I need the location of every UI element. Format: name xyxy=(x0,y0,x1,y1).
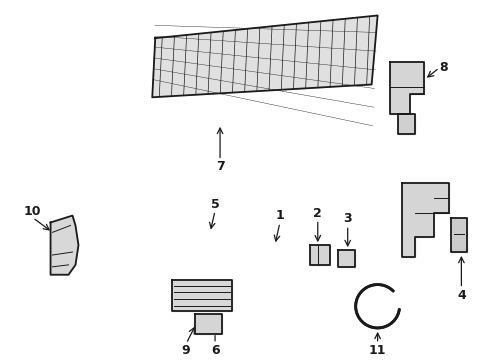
Polygon shape xyxy=(195,314,222,334)
Text: 1: 1 xyxy=(275,210,284,222)
Text: 4: 4 xyxy=(457,288,466,302)
Polygon shape xyxy=(390,62,424,114)
Polygon shape xyxy=(172,280,232,311)
Polygon shape xyxy=(310,245,330,265)
Text: 7: 7 xyxy=(216,160,224,174)
Text: 2: 2 xyxy=(314,207,322,220)
Polygon shape xyxy=(401,183,449,257)
Text: 3: 3 xyxy=(343,212,352,225)
Polygon shape xyxy=(451,217,467,252)
Text: 10: 10 xyxy=(24,204,41,217)
Polygon shape xyxy=(338,250,355,267)
Polygon shape xyxy=(50,216,78,275)
Text: 5: 5 xyxy=(211,198,220,211)
Polygon shape xyxy=(152,15,378,97)
Text: 6: 6 xyxy=(211,344,220,357)
Text: 8: 8 xyxy=(440,61,448,74)
Text: 9: 9 xyxy=(182,344,191,357)
Polygon shape xyxy=(397,114,415,134)
Text: 11: 11 xyxy=(369,344,387,357)
